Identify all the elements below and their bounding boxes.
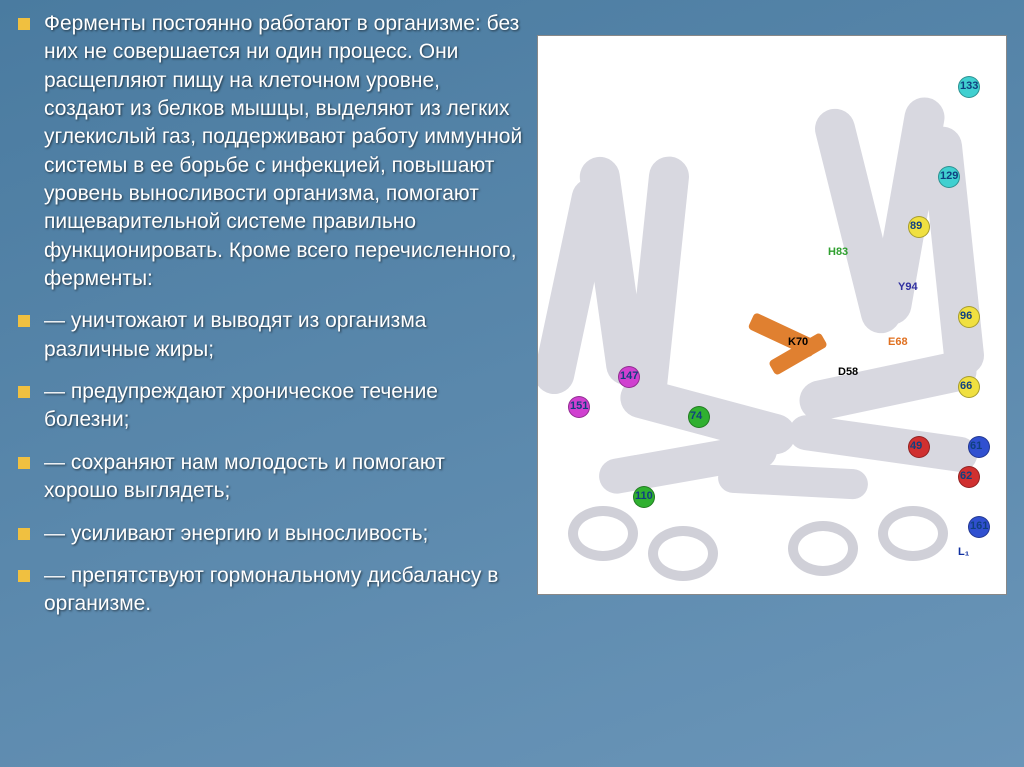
list-item: — препятствуют гормональному дисбалансу … xyxy=(12,562,524,619)
residue-label: 96 xyxy=(960,310,972,322)
residue-label: H83 xyxy=(828,246,848,258)
residue-label: E68 xyxy=(888,336,908,348)
residue-label: 110 xyxy=(635,490,653,502)
text-column: Ферменты постоянно работают в организме:… xyxy=(12,10,532,755)
bullet-icon xyxy=(18,315,30,327)
bullet-list: Ферменты постоянно работают в организме:… xyxy=(12,10,524,619)
item-text: — предупреждают хроническое течение боле… xyxy=(44,378,524,435)
item-text: — препятствуют гормональному дисбалансу … xyxy=(44,562,524,619)
protein-structure: 133 129 89 H83 Y94 96 K70 E68 D58 66 147 151 74 49 61 6… xyxy=(537,35,1007,595)
residue-label: K70 xyxy=(788,336,808,348)
list-item: — сохраняют нам молодость и помогают хор… xyxy=(12,449,524,506)
item-text: — уничтожают и выводят из организма разл… xyxy=(44,307,524,364)
bullet-icon xyxy=(18,570,30,582)
residue-label: 151 xyxy=(570,400,588,412)
item-text: — усиливают энергию и выносливость; xyxy=(44,520,428,548)
residue-label: 147 xyxy=(620,370,638,382)
item-text: Ферменты постоянно работают в организме:… xyxy=(44,10,524,293)
list-item: — предупреждают хроническое течение боле… xyxy=(12,378,524,435)
list-item: — усиливают энергию и выносливость; xyxy=(12,520,524,548)
list-item: — уничтожают и выводят из организма разл… xyxy=(12,307,524,364)
residue-label: 89 xyxy=(910,220,922,232)
residue-label: 62 xyxy=(960,470,972,482)
residue-label: Y94 xyxy=(898,281,918,293)
residue-label: D58 xyxy=(838,366,858,378)
residue-label: 66 xyxy=(960,380,972,392)
bullet-icon xyxy=(18,457,30,469)
bullet-icon xyxy=(18,18,30,30)
residue-label: 161 xyxy=(970,520,988,532)
residue-label: 74 xyxy=(690,410,702,422)
residue-label: 61 xyxy=(970,440,982,452)
residue-label: 133 xyxy=(960,80,978,92)
residue-label: L₁ xyxy=(958,546,969,558)
bullet-icon xyxy=(18,386,30,398)
residue-label: 49 xyxy=(910,440,922,452)
image-column: 133 129 89 H83 Y94 96 K70 E68 D58 66 147 151 74 49 61 6… xyxy=(532,10,1012,755)
item-text: — сохраняют нам молодость и помогают хор… xyxy=(44,449,524,506)
slide: Ферменты постоянно работают в организме:… xyxy=(0,0,1024,767)
bullet-icon xyxy=(18,528,30,540)
residue-label: 129 xyxy=(940,170,958,182)
list-item: Ферменты постоянно работают в организме:… xyxy=(12,10,524,293)
